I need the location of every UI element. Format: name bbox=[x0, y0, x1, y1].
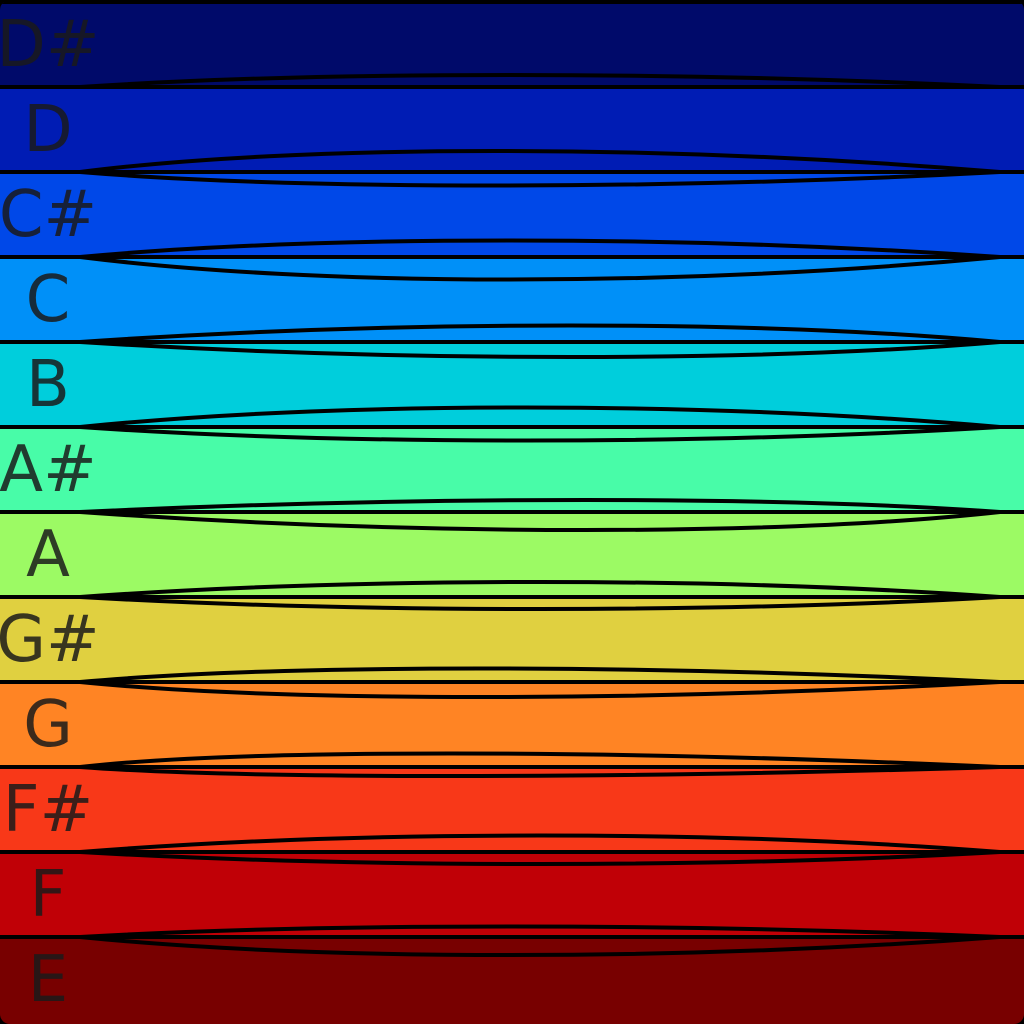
note-label: B bbox=[26, 348, 70, 422]
note-label: A bbox=[26, 518, 70, 592]
lane-e[interactable] bbox=[0, 937, 1024, 1024]
note-label: C# bbox=[0, 178, 97, 252]
note-label: D# bbox=[0, 8, 99, 82]
note-label: G bbox=[23, 688, 73, 762]
lane-d[interactable] bbox=[0, 87, 1024, 173]
lane-f[interactable] bbox=[0, 852, 1024, 938]
note-label: G# bbox=[0, 603, 100, 677]
note-label: F# bbox=[3, 773, 93, 847]
note-label: A# bbox=[0, 433, 97, 507]
note-label: F bbox=[30, 858, 67, 932]
lane-c[interactable] bbox=[0, 257, 1024, 343]
note-label: D bbox=[23, 93, 72, 167]
lane-a[interactable] bbox=[0, 512, 1024, 598]
note-label: C bbox=[26, 263, 71, 337]
lane-f-sharp[interactable] bbox=[0, 767, 1024, 853]
note-label: E bbox=[28, 943, 68, 1017]
